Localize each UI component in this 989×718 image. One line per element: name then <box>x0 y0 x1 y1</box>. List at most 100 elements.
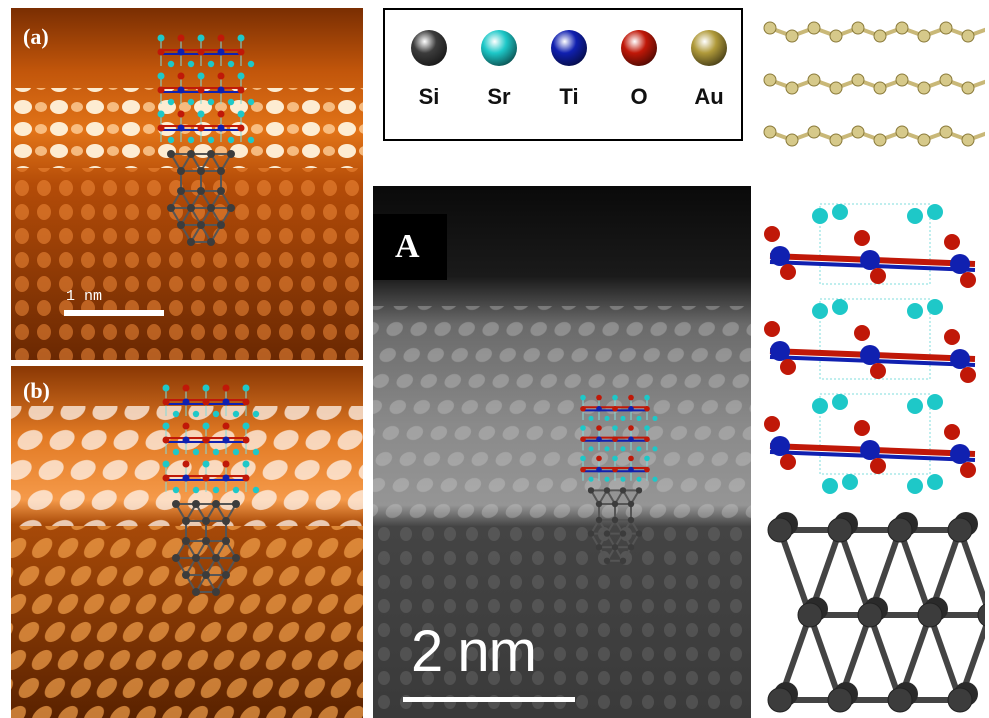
atom <box>764 321 780 337</box>
atom <box>197 167 205 175</box>
atom <box>212 448 220 456</box>
atom <box>596 394 602 401</box>
atom <box>177 167 185 175</box>
atom <box>652 476 658 482</box>
atom <box>829 29 843 43</box>
atom <box>612 394 618 401</box>
atom <box>907 303 923 319</box>
atom <box>627 516 635 524</box>
atom <box>870 363 886 379</box>
atom <box>207 238 215 246</box>
atom <box>907 398 923 414</box>
atom <box>182 474 190 482</box>
atom <box>917 29 931 43</box>
atom <box>596 455 602 462</box>
atom <box>182 537 190 545</box>
atom <box>157 48 165 56</box>
atom <box>652 415 658 421</box>
atom <box>197 187 205 195</box>
atom <box>611 544 619 551</box>
atom <box>628 394 634 401</box>
atom <box>182 422 190 430</box>
atom <box>232 448 240 456</box>
atom <box>242 460 250 468</box>
au-layers-model <box>760 8 985 163</box>
atom <box>812 208 828 224</box>
atom <box>242 436 250 444</box>
atom <box>860 440 880 460</box>
legend-atom-si-icon <box>411 30 447 66</box>
atom <box>237 48 245 56</box>
legend-symbol: O <box>630 84 648 109</box>
atom <box>939 21 953 35</box>
legend-item-sr: Sr <box>469 30 529 110</box>
atom <box>895 125 909 139</box>
atom <box>587 487 595 494</box>
atom <box>620 476 626 482</box>
atom <box>807 125 821 139</box>
atom <box>887 517 913 543</box>
atom <box>202 537 210 545</box>
atom <box>187 136 195 144</box>
legend-atom-au-icon <box>691 30 727 66</box>
si-svg <box>767 512 985 713</box>
atom <box>217 110 225 118</box>
atom <box>612 425 618 431</box>
atom <box>612 466 618 473</box>
atom <box>854 325 870 341</box>
panel-A-svg <box>373 186 751 718</box>
atom <box>596 425 602 431</box>
atom <box>780 264 796 280</box>
au-layers-svg <box>763 21 985 147</box>
legend-symbol: Ti <box>559 84 579 109</box>
atom <box>162 436 170 444</box>
atom <box>232 486 240 494</box>
atom <box>222 398 230 406</box>
atom <box>807 73 821 87</box>
atom <box>217 48 225 56</box>
atom <box>212 486 220 494</box>
atom <box>167 60 175 68</box>
atom <box>829 81 843 95</box>
atom <box>192 486 200 494</box>
atom <box>596 466 602 473</box>
atom <box>767 687 793 713</box>
atom <box>242 384 250 392</box>
atom <box>770 436 790 456</box>
panel-b-structure-overlay <box>162 384 260 596</box>
atom <box>927 474 943 490</box>
atom <box>927 299 943 315</box>
atom <box>172 500 180 508</box>
atom <box>870 268 886 284</box>
atom <box>580 455 586 462</box>
atom <box>167 98 175 106</box>
atom <box>644 436 650 442</box>
atom <box>628 466 634 473</box>
panel-A-structure-overlay <box>580 394 658 564</box>
atom <box>595 500 603 508</box>
atom <box>603 530 611 537</box>
atom <box>832 394 848 410</box>
atom <box>764 226 780 242</box>
atom <box>636 476 642 482</box>
atom <box>767 517 793 543</box>
atom <box>187 98 195 106</box>
atom <box>927 394 943 410</box>
atom <box>604 415 610 421</box>
atom <box>604 446 610 452</box>
atom <box>588 446 594 452</box>
atom <box>612 455 618 462</box>
atom <box>854 230 870 246</box>
atom <box>580 406 586 412</box>
atom <box>237 86 245 94</box>
atom <box>851 125 865 139</box>
atom <box>182 517 190 525</box>
atom <box>652 446 658 452</box>
atom <box>611 500 619 508</box>
atom <box>212 500 220 508</box>
atom <box>247 60 255 68</box>
atom <box>812 398 828 414</box>
atom <box>167 136 175 144</box>
atom <box>167 204 175 212</box>
atom <box>770 341 790 361</box>
